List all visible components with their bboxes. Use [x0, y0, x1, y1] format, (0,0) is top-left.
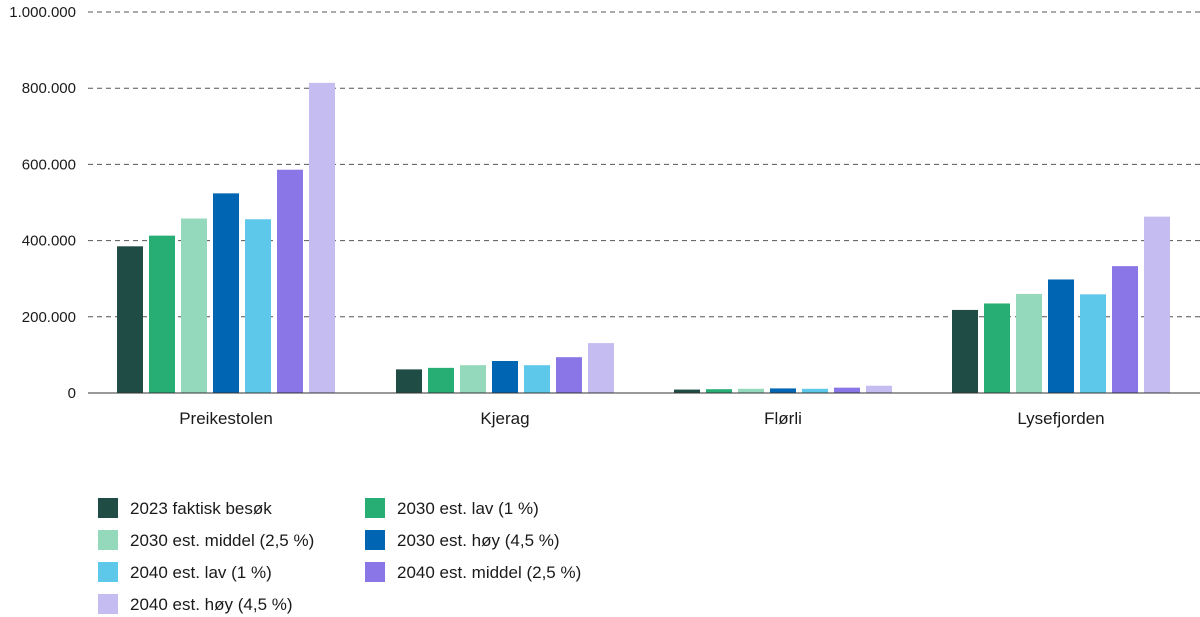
bar	[492, 360, 518, 393]
bar	[834, 387, 860, 393]
bar	[1016, 293, 1042, 393]
bar	[117, 246, 143, 393]
legend-label: 2030 est. middel (2,5 %)	[130, 531, 314, 550]
bar	[952, 309, 978, 393]
bar	[770, 388, 796, 393]
bar	[802, 388, 828, 393]
bar	[1144, 216, 1170, 393]
bars	[117, 82, 1170, 393]
legend-label: 2023 faktisk besøk	[130, 499, 272, 518]
bar	[524, 365, 550, 393]
legend-swatch	[98, 498, 118, 518]
bar	[1048, 279, 1074, 393]
legend-label: 2040 est. middel (2,5 %)	[397, 563, 581, 582]
x-category-label: Lysefjorden	[1017, 409, 1104, 428]
bar	[149, 235, 175, 393]
legend-swatch	[365, 530, 385, 550]
bar	[309, 82, 335, 393]
bar	[277, 169, 303, 393]
x-category-label: Preikestolen	[179, 409, 273, 428]
legend-label: 2030 est. lav (1 %)	[397, 499, 539, 518]
legend-swatch	[365, 498, 385, 518]
x-axis-categories: Preikestolen Kjerag Flørli Lysefjorden	[179, 409, 1104, 428]
legend-swatch	[98, 530, 118, 550]
x-category-label: Flørli	[764, 409, 802, 428]
bar	[1112, 266, 1138, 393]
bar	[556, 357, 582, 393]
y-tick-label: 400.000	[22, 233, 76, 250]
legend-label: 2030 est. høy (4,5 %)	[397, 531, 560, 550]
legend-swatch	[98, 562, 118, 582]
bar	[460, 365, 486, 393]
y-tick-label: 0	[68, 385, 76, 402]
legend-label: 2040 est. lav (1 %)	[130, 563, 272, 582]
bar	[428, 367, 454, 393]
bar	[181, 218, 207, 393]
legend: 2023 faktisk besøk 2030 est. lav (1 %) 203…	[98, 498, 581, 614]
legend-swatch	[98, 594, 118, 614]
x-category-label: Kjerag	[480, 409, 529, 428]
y-tick-label: 600.000	[22, 156, 76, 173]
y-tick-label: 1.000.000	[9, 4, 76, 21]
bar	[738, 388, 764, 393]
bar	[396, 369, 422, 393]
bar	[1080, 294, 1106, 393]
bar	[984, 303, 1010, 393]
bar	[245, 219, 271, 393]
bar	[588, 343, 614, 393]
legend-label: 2040 est. høy (4,5 %)	[130, 595, 293, 614]
legend-swatch	[365, 562, 385, 582]
y-tick-label: 800.000	[22, 80, 76, 97]
bar	[706, 389, 732, 393]
bar	[866, 385, 892, 393]
y-axis-ticks: 0 200.000 400.000 600.000 800.000 1.000.000	[9, 4, 76, 402]
bar	[213, 193, 239, 393]
bar	[674, 389, 700, 393]
y-tick-label: 200.000	[22, 309, 76, 326]
